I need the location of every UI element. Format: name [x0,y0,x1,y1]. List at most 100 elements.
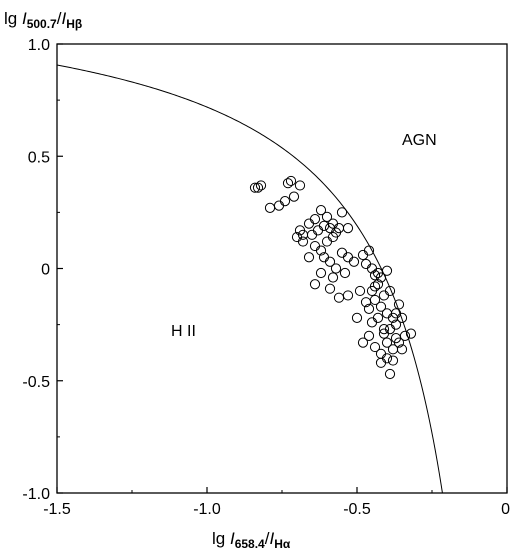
y-title-prefix: lg [4,9,22,28]
data-point [312,225,324,236]
data-point [369,281,381,292]
y-axis-title: lg I500.7/IHβ [4,9,82,31]
data-point [249,182,261,193]
data-point [378,324,390,335]
x-title-num-sub: 658.4 [235,537,265,551]
data-point [381,337,393,348]
y-tick-label: 1.0 [28,37,50,54]
data-point [252,182,264,193]
x-axis-title: lg I658.4/IHα [212,529,291,551]
data-point [336,207,348,218]
data-point [303,252,315,263]
data-point [324,222,336,234]
data-point [336,247,348,258]
data-point [372,312,384,323]
data-point [351,312,363,323]
data-point [405,328,417,339]
data-point [285,175,297,187]
x-title-den-sub: Hα [274,537,291,551]
data-point [369,294,381,306]
data-point [264,202,276,213]
y-tick-label: -0.5 [22,374,50,391]
data-point [282,178,294,189]
data-point [279,196,291,207]
plot-frame [56,43,508,494]
data-point [381,308,393,319]
data-point [375,301,387,312]
data-point [309,279,321,290]
data-point [342,222,354,234]
data-point [390,333,402,344]
data-point [297,236,309,247]
data-point [396,312,408,323]
data-point [342,290,354,301]
data-point [273,200,285,211]
data-point [348,256,360,267]
y-title-num: I [22,9,27,28]
data-point [378,328,390,339]
x-tick-label: -1.5 [43,501,71,518]
data-point [399,330,411,341]
region-label: H II [171,323,196,340]
x-tick-label: 0 [501,501,510,518]
data-point [303,218,315,229]
data-point [315,205,327,216]
data-point [363,330,375,341]
annotations: AGN H II [171,132,437,340]
tick-labels: -1.5 -1.0 -0.5 01.00.50-0.5-1.0 [22,37,510,518]
x-tick-label: -0.5 [343,501,371,518]
data-point [309,214,321,225]
y-tick-label: 0 [41,262,50,279]
data-point [327,231,339,243]
y-tick-label: -1.0 [22,486,50,503]
curve-layer [56,64,443,494]
data-point [393,299,405,310]
data-point [363,303,375,315]
data-point [372,267,384,279]
data-point [294,180,306,191]
x-title-den: I [269,529,274,548]
data-point [321,211,333,222]
data-point [309,240,321,252]
data-point [369,270,381,281]
demarcation-curve [56,64,443,494]
data-point [324,256,336,267]
data-point [306,229,318,240]
x-tick-label: -1.0 [193,501,221,518]
data-point [381,353,393,364]
x-title-num: I [230,529,235,548]
y-title-sep: / [57,9,62,28]
data-points [249,175,417,380]
y-title-den: I [61,9,66,28]
data-point [294,225,306,236]
data-point [315,267,327,279]
data-point [315,245,327,256]
data-point [357,249,369,261]
data-point [372,279,384,290]
data-point [360,258,372,270]
y-title-num-sub: 500.7 [27,17,57,31]
data-point [318,220,330,231]
data-point [357,337,369,348]
data-point [339,267,351,279]
data-point [354,285,366,297]
data-point [321,236,333,247]
data-point [384,368,396,380]
data-point [366,317,378,328]
data-point [378,290,390,301]
region-label: AGN [402,132,437,149]
data-point [369,341,381,353]
y-tick-label: 0.5 [28,149,50,166]
data-point [387,355,399,366]
x-title-prefix: lg [212,529,230,548]
data-point [387,344,399,355]
data-point [327,272,339,283]
data-point [333,292,345,303]
data-point [342,252,354,263]
data-point [330,263,342,274]
data-point [288,191,300,202]
data-point [381,265,393,276]
data-point [375,357,387,368]
data-point [375,348,387,359]
